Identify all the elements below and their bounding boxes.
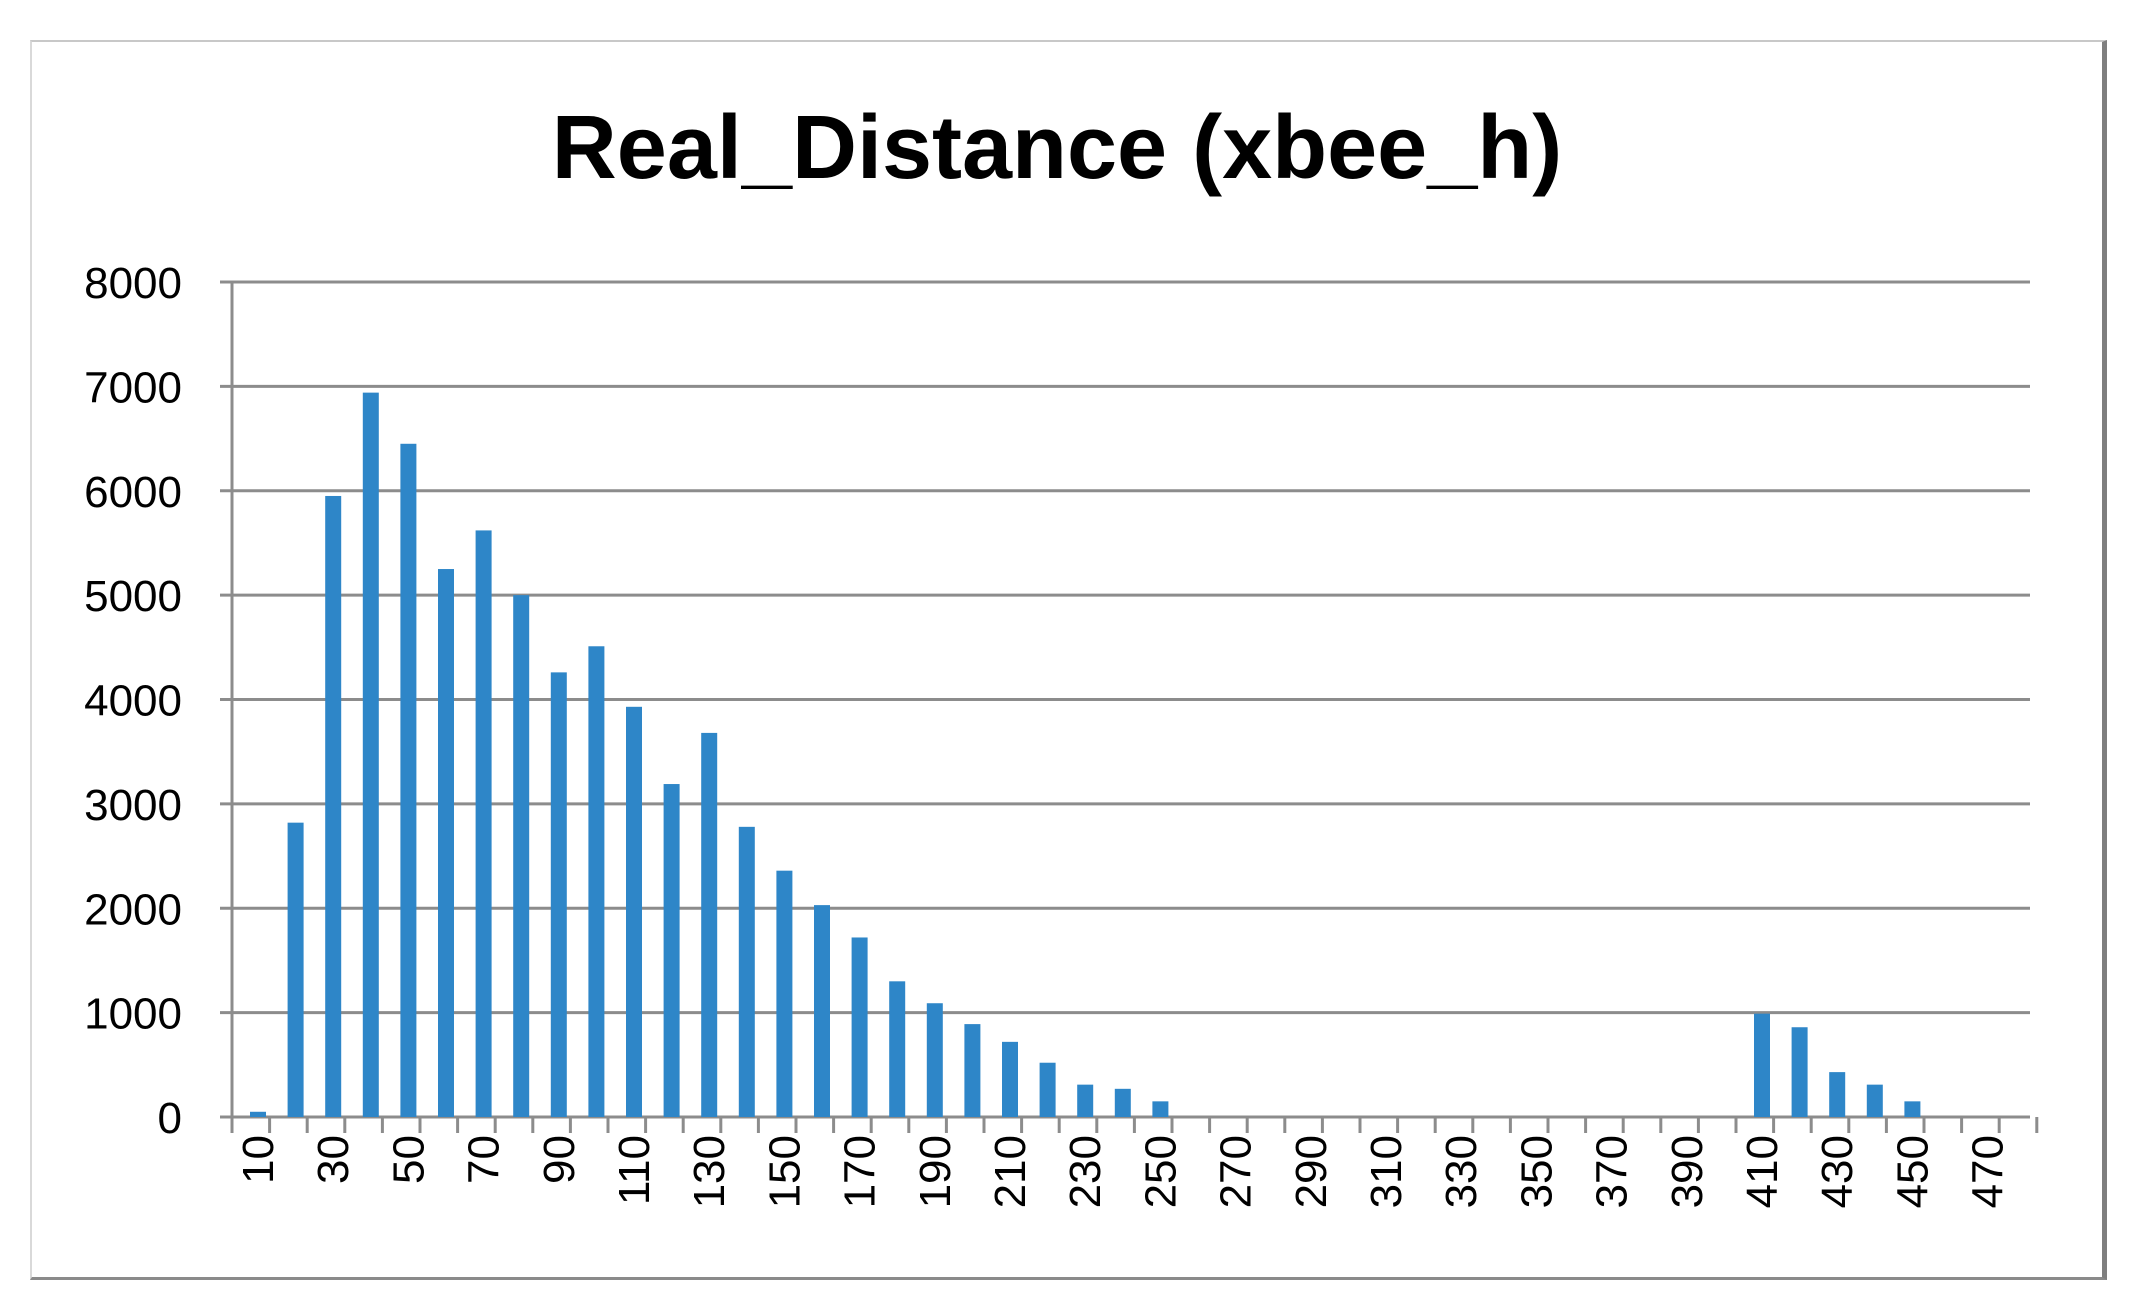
gridlines: [232, 280, 2030, 1015]
x-tick-label: 210: [986, 1135, 1035, 1208]
x-tick-label: 330: [1437, 1135, 1486, 1208]
bar: [325, 495, 342, 1117]
y-tick-label: 1000: [84, 990, 182, 1039]
x-tick-label: 190: [911, 1135, 960, 1208]
bar: [1114, 1088, 1131, 1117]
bar: [1866, 1084, 1883, 1117]
bar: [1002, 1041, 1018, 1117]
bar: [738, 826, 755, 1117]
y-tick-label: 0: [158, 1094, 182, 1143]
bar: [814, 905, 830, 1117]
x-tick-label: 250: [1136, 1135, 1185, 1208]
y-tick-label: 8000: [84, 259, 182, 308]
bar: [1904, 1101, 1921, 1117]
y-tick-label: 7000: [84, 363, 182, 412]
bar: [550, 672, 567, 1117]
bar: [513, 595, 530, 1117]
bar: [362, 392, 379, 1117]
x-tick-label: 50: [384, 1135, 433, 1184]
x-tick-label: 470: [1964, 1135, 2013, 1208]
chart-title: Real_Distance (xbee_h): [552, 98, 1562, 198]
x-tick-label: 90: [535, 1135, 584, 1184]
x-tick-label: 290: [1287, 1135, 1336, 1208]
bar: [287, 822, 304, 1117]
x-tick-label: 310: [1362, 1135, 1411, 1208]
x-tick-label: 270: [1212, 1135, 1261, 1208]
x-tick-label: 230: [1061, 1135, 1110, 1208]
bar: [1829, 1072, 1846, 1117]
bar: [1791, 1027, 1808, 1117]
bar: [889, 981, 906, 1117]
y-tick-labels: 0 1000 2000 3000 4000 5000 6000 7000 8000: [84, 259, 182, 1143]
bar: [701, 732, 718, 1117]
x-tick-label: 170: [836, 1135, 885, 1208]
bar: [475, 530, 492, 1117]
bar: [926, 1003, 943, 1117]
y-tick-label: 6000: [84, 468, 182, 517]
x-tick-label: 370: [1588, 1135, 1637, 1208]
x-tick-label: 410: [1738, 1135, 1787, 1208]
bar: [1039, 1062, 1056, 1117]
bar: [1152, 1101, 1169, 1117]
y-tick-label: 4000: [84, 677, 182, 726]
x-tick-label: 70: [460, 1135, 509, 1184]
y-tick-label: 5000: [84, 572, 182, 621]
x-tick-label: 390: [1663, 1135, 1712, 1208]
bar: [438, 569, 454, 1117]
bar: [663, 784, 680, 1117]
x-tick-label: 110: [610, 1135, 659, 1205]
x-tick-label: 130: [685, 1135, 734, 1208]
bar: [776, 870, 793, 1117]
y-tick-label: 3000: [84, 781, 182, 830]
y-tick-label: 2000: [84, 885, 182, 934]
bar: [851, 937, 868, 1117]
bar: [250, 1111, 266, 1117]
bar: [1754, 1013, 1770, 1117]
bar: [626, 706, 642, 1117]
x-tick-labels: 10 30 50 70 90 110 130 150 170 190 210 230 250 270 290…: [234, 1135, 2013, 1208]
x-tick-label: 10: [234, 1135, 283, 1184]
axes: [220, 280, 2039, 1133]
x-tick-label: 150: [760, 1135, 809, 1208]
x-tick-label: 30: [309, 1135, 358, 1184]
bars: [250, 392, 1921, 1117]
bar: [964, 1024, 981, 1117]
bar: [400, 443, 417, 1117]
bar: [588, 646, 605, 1117]
x-tick-label: 350: [1512, 1135, 1561, 1208]
bar: [1077, 1084, 1094, 1117]
x-tick-label: 430: [1813, 1135, 1862, 1208]
x-tick-label: 450: [1888, 1135, 1937, 1208]
